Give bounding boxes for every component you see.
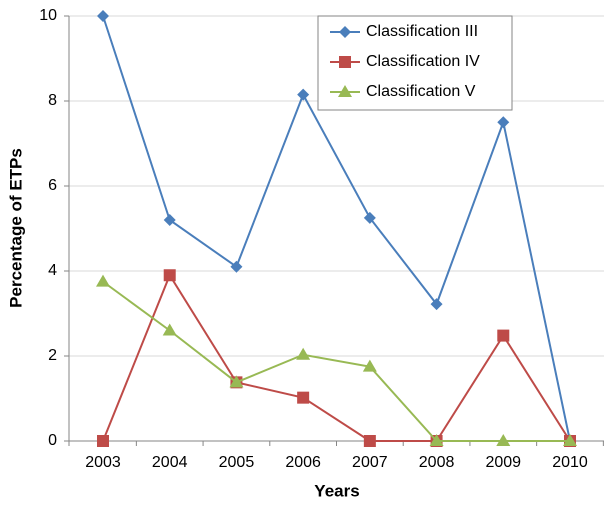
series-line — [102, 273, 571, 442]
marker — [97, 10, 109, 22]
y-tick-label: 8 — [48, 92, 57, 109]
y-axis-title: Percentage of ETPs — [6, 148, 25, 308]
x-tick-label: 2004 — [152, 454, 188, 471]
x-tick-label: 2010 — [552, 454, 588, 471]
x-tick-label: 2009 — [485, 454, 521, 471]
marker — [163, 269, 176, 282]
series-line — [102, 280, 570, 442]
marker — [430, 298, 443, 311]
legend-label: Classification III — [366, 23, 478, 40]
marker — [230, 260, 243, 273]
marker — [363, 435, 376, 447]
marker — [96, 274, 110, 287]
marker — [497, 116, 510, 129]
marker — [339, 56, 351, 68]
marker — [229, 375, 244, 388]
x-tick-label: 2007 — [352, 454, 388, 471]
y-tick-label: 2 — [48, 347, 57, 364]
x-tick-label: 2003 — [85, 454, 121, 471]
marker — [297, 88, 310, 101]
x-axis-title: Years — [314, 481, 359, 500]
y-tick-label: 4 — [48, 262, 57, 279]
marker — [363, 211, 376, 224]
marker — [97, 435, 109, 447]
y-tick-label: 10 — [39, 7, 57, 24]
y-tick-label: 6 — [48, 177, 57, 194]
marker — [338, 85, 352, 97]
marker — [297, 391, 310, 404]
marker — [162, 323, 177, 336]
marker — [497, 329, 510, 342]
marker — [296, 347, 311, 360]
marker — [429, 434, 444, 446]
x-tick-label: 2005 — [219, 454, 255, 471]
y-tick-label: 0 — [48, 432, 57, 449]
marker — [496, 434, 511, 446]
series-line — [102, 15, 571, 442]
marker — [563, 434, 577, 446]
legend-label: Classification IV — [366, 53, 480, 70]
legend-label: Classification V — [366, 83, 476, 100]
marker — [339, 26, 351, 38]
marker — [362, 359, 377, 372]
marker — [163, 214, 176, 226]
x-tick-label: 2006 — [285, 454, 321, 471]
x-tick-label: 2008 — [419, 454, 455, 471]
